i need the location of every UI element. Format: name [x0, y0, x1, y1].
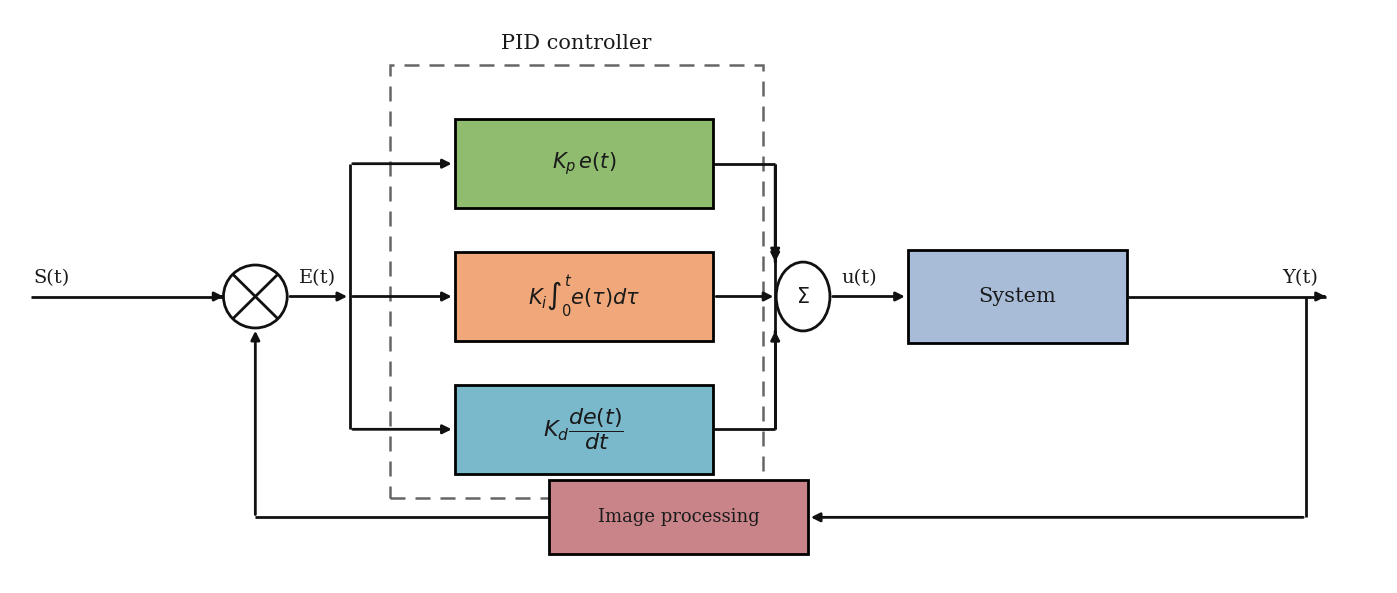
Text: PID controller: PID controller	[502, 34, 651, 53]
Text: System: System	[978, 287, 1056, 306]
Text: E(t): E(t)	[299, 269, 337, 286]
Text: $\Sigma$: $\Sigma$	[796, 286, 810, 307]
Text: $K_i \int_0^t e(\tau)d\tau$: $K_i \int_0^t e(\tau)d\tau$	[528, 273, 640, 320]
Text: $K_d \dfrac{de(t)}{dt}$: $K_d \dfrac{de(t)}{dt}$	[543, 406, 624, 452]
Text: $K_p\, e(t)$: $K_p\, e(t)$	[552, 150, 616, 177]
Text: S(t): S(t)	[34, 269, 70, 286]
Bar	[390, 65, 763, 498]
Text: u(t): u(t)	[842, 269, 877, 286]
Text: Y(t): Y(t)	[1282, 269, 1317, 286]
Text: Image processing: Image processing	[598, 508, 760, 527]
Bar	[908, 250, 1127, 343]
Bar	[454, 119, 714, 208]
Bar	[454, 252, 714, 341]
Bar	[454, 385, 714, 474]
Ellipse shape	[777, 262, 830, 331]
Bar	[549, 480, 807, 554]
Circle shape	[224, 265, 288, 328]
